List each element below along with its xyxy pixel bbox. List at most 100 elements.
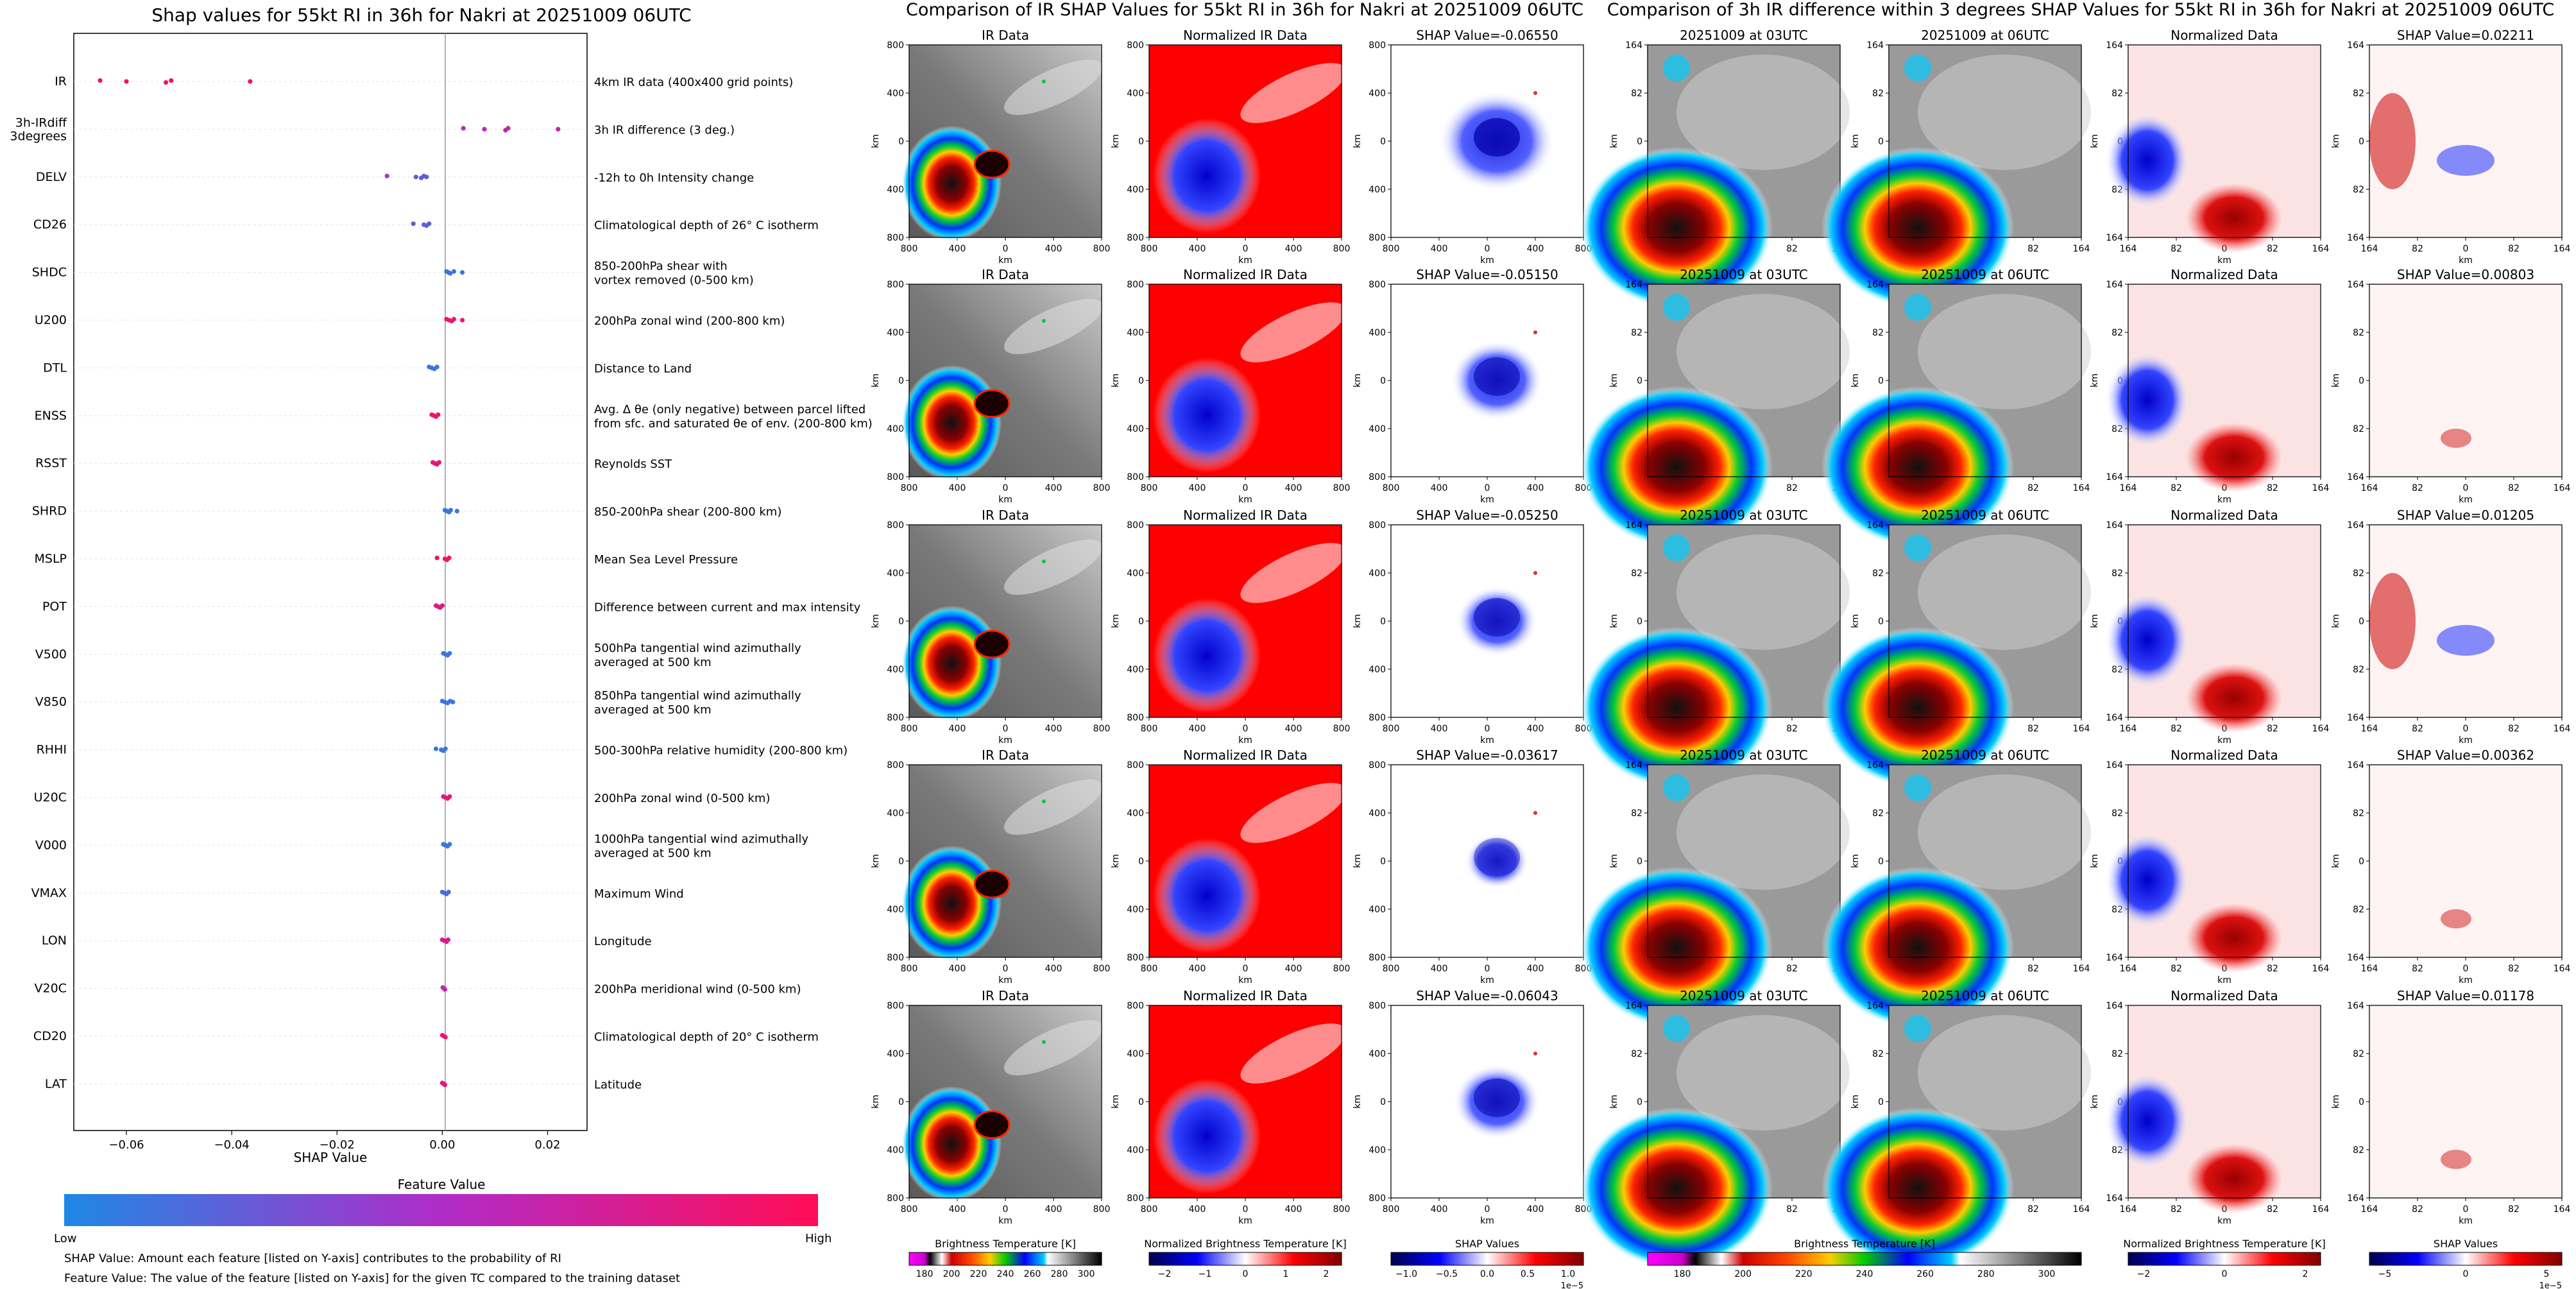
panel-x-axis-label: km: [998, 495, 1012, 505]
panel-y-tick-label: 82: [1631, 1049, 1642, 1059]
shap-point: [169, 78, 174, 83]
feature-value-colorbar: [64, 1194, 818, 1226]
feature-description-label: Distance to Land: [594, 362, 692, 375]
panel-y-tick-label: 164: [1625, 280, 1642, 290]
panel-y-tick-label: 82: [2111, 328, 2123, 338]
feature-description-label: 4km IR data (400x400 grid points): [594, 76, 793, 89]
panel-x-axis-label: km: [2217, 735, 2231, 746]
ir-comparison-title: Comparison of IR SHAP Values for 55kt RI…: [906, 0, 1583, 20]
panel-x-axis-label: km: [2459, 255, 2473, 266]
panel-y-tick-label: 800: [1127, 233, 1144, 243]
panel-y-tick-label: 0: [1380, 617, 1386, 627]
feature-description-label: 3h IR difference (3 deg.): [594, 123, 735, 137]
summary-title: Shap values for 55kt RI in 36h for Nakri…: [151, 4, 691, 26]
panel-x-tick-label: 82: [2171, 964, 2182, 974]
panel-x-tick-label: 800: [1093, 244, 1111, 254]
panel-title: 20251009 at 03UTC: [1680, 28, 1808, 43]
panel-x-tick-label: 400: [1431, 964, 1448, 974]
panel-x-tick-label: 82: [2412, 964, 2423, 974]
feature-description-label: Avg. Δ θe (only negative) between parcel…: [594, 403, 873, 431]
feature-description-label: Latitude: [594, 1078, 642, 1091]
panel-y-tick-label: 82: [2353, 424, 2364, 434]
panel-x-tick-label: 800: [1333, 1204, 1351, 1215]
panel-x-tick-label: 82: [2267, 1204, 2278, 1215]
panel-x-tick-label: 164: [2312, 483, 2330, 493]
panel-y-tick-label: 400: [887, 808, 904, 819]
feature-code-label: DELV: [36, 170, 67, 184]
panel-y-tick-label: 164: [2347, 233, 2364, 243]
panel-x-tick-label: 164: [2361, 964, 2378, 974]
feature-code-label: RHHI: [37, 743, 67, 757]
feature-description-label: Climatological depth of 20° C isotherm: [594, 1030, 819, 1044]
panel-x-tick-label: 164: [2361, 1204, 2378, 1215]
panel-y-tick-label: 82: [1631, 89, 1642, 99]
shap-point: [454, 509, 459, 514]
panel-y-tick-label: 0: [1637, 137, 1642, 147]
panel-x-tick-label: 164: [2361, 724, 2378, 734]
panel-y-tick-label: 400: [887, 665, 904, 675]
panel-x-axis-label: km: [2217, 255, 2231, 266]
shap-point: [459, 270, 465, 275]
panel-y-axis-label: km: [1850, 854, 1861, 868]
footnote-shap-value: SHAP Value: Amount each feature [listed …: [64, 1252, 561, 1265]
panel-x-tick-label: 800: [1383, 244, 1400, 254]
colorbar-label: Brightness Temperature [K]: [1794, 1238, 1935, 1250]
panel-y-tick-label: 800: [887, 1193, 904, 1204]
panel-x-tick-label: 0: [2463, 964, 2469, 974]
colorbar-tick-label: −5: [2378, 1269, 2392, 1279]
panel-y-tick-label: 800: [1369, 713, 1386, 723]
colorbar-tick-label: 180: [1674, 1269, 1691, 1279]
panel-x-tick-label: 400: [1527, 1204, 1544, 1215]
panel-title: SHAP Value=-0.05250: [1416, 508, 1558, 523]
feature-code-label: SHDC: [32, 266, 67, 280]
panel-y-tick-label: 400: [1127, 424, 1144, 434]
panel-y-tick-label: 400: [1127, 1049, 1144, 1059]
colorbar-tick-label: 220: [970, 1269, 987, 1279]
panel-x-tick-label: 164: [2312, 1204, 2330, 1215]
panel-y-tick-label: 800: [1369, 280, 1386, 290]
panel-x-tick-label: 164: [2361, 244, 2378, 254]
panel-x-axis-label: km: [998, 1216, 1012, 1226]
irdiff-comparison-title: Comparison of 3h IR difference within 3 …: [1607, 0, 2555, 20]
panel-x-tick-label: 800: [1093, 964, 1111, 974]
panel-y-tick-label: 164: [2347, 953, 2364, 963]
panel-y-axis-label: km: [1352, 614, 1363, 628]
panel-title: 20251009 at 03UTC: [1680, 508, 1808, 523]
diff-shap-heatmap: [2369, 765, 2562, 957]
panel-title: 20251009 at 03UTC: [1680, 988, 1808, 1003]
colorbar-tick-label: −1: [1198, 1269, 1212, 1279]
panel-y-axis-label: km: [1352, 373, 1363, 388]
shap-point: [436, 460, 442, 465]
irdiff-shap-comparison: Comparison of 3h IR difference within 3 …: [1580, 0, 2570, 1289]
panel-y-tick-label: 0: [1138, 1097, 1144, 1107]
panel-y-tick-label: 164: [2347, 472, 2364, 482]
colorbar-label: SHAP Values: [1455, 1238, 1519, 1250]
panel-y-tick-label: 400: [1127, 1145, 1144, 1156]
panel-y-tick-label: 400: [887, 185, 904, 195]
colorbar-tick-label: −2: [2137, 1269, 2151, 1279]
colorbar-tick-label: 280: [1977, 1269, 1995, 1279]
panel-x-tick-label: 82: [2027, 244, 2039, 254]
panel-y-tick-label: 800: [1127, 953, 1144, 963]
colorbar-tick-label: 240: [1856, 1269, 1873, 1279]
panel-y-tick-label: 400: [887, 1049, 904, 1059]
panel-y-tick-label: 82: [1872, 808, 1884, 819]
panel-y-tick-label: 400: [887, 424, 904, 434]
panel-title: 20251009 at 03UTC: [1680, 267, 1808, 282]
panel-y-tick-label: 164: [1625, 1001, 1642, 1011]
panel-x-tick-label: 800: [901, 244, 918, 254]
panel-x-tick-label: 0: [1485, 244, 1490, 254]
panel-y-axis-label: km: [1850, 1095, 1861, 1109]
panel-x-tick-label: 400: [1045, 244, 1062, 254]
panel-y-tick-label: 400: [1127, 568, 1144, 579]
x-tick-label: 0.00: [429, 1138, 455, 1152]
panel-x-tick-label: 400: [949, 964, 966, 974]
panel-y-tick-label: 0: [1380, 376, 1386, 386]
panel-x-tick-label: 82: [2412, 1204, 2423, 1215]
feature-description-label: 200hPa zonal wind (200-800 km): [594, 314, 785, 328]
panel-y-tick-label: 0: [1380, 1097, 1386, 1107]
panel-x-tick-label: 800: [901, 1204, 918, 1215]
shap-point: [434, 364, 439, 370]
panel-y-axis-label: km: [1111, 1095, 1121, 1109]
panel-y-axis-label: km: [2331, 1095, 2341, 1109]
